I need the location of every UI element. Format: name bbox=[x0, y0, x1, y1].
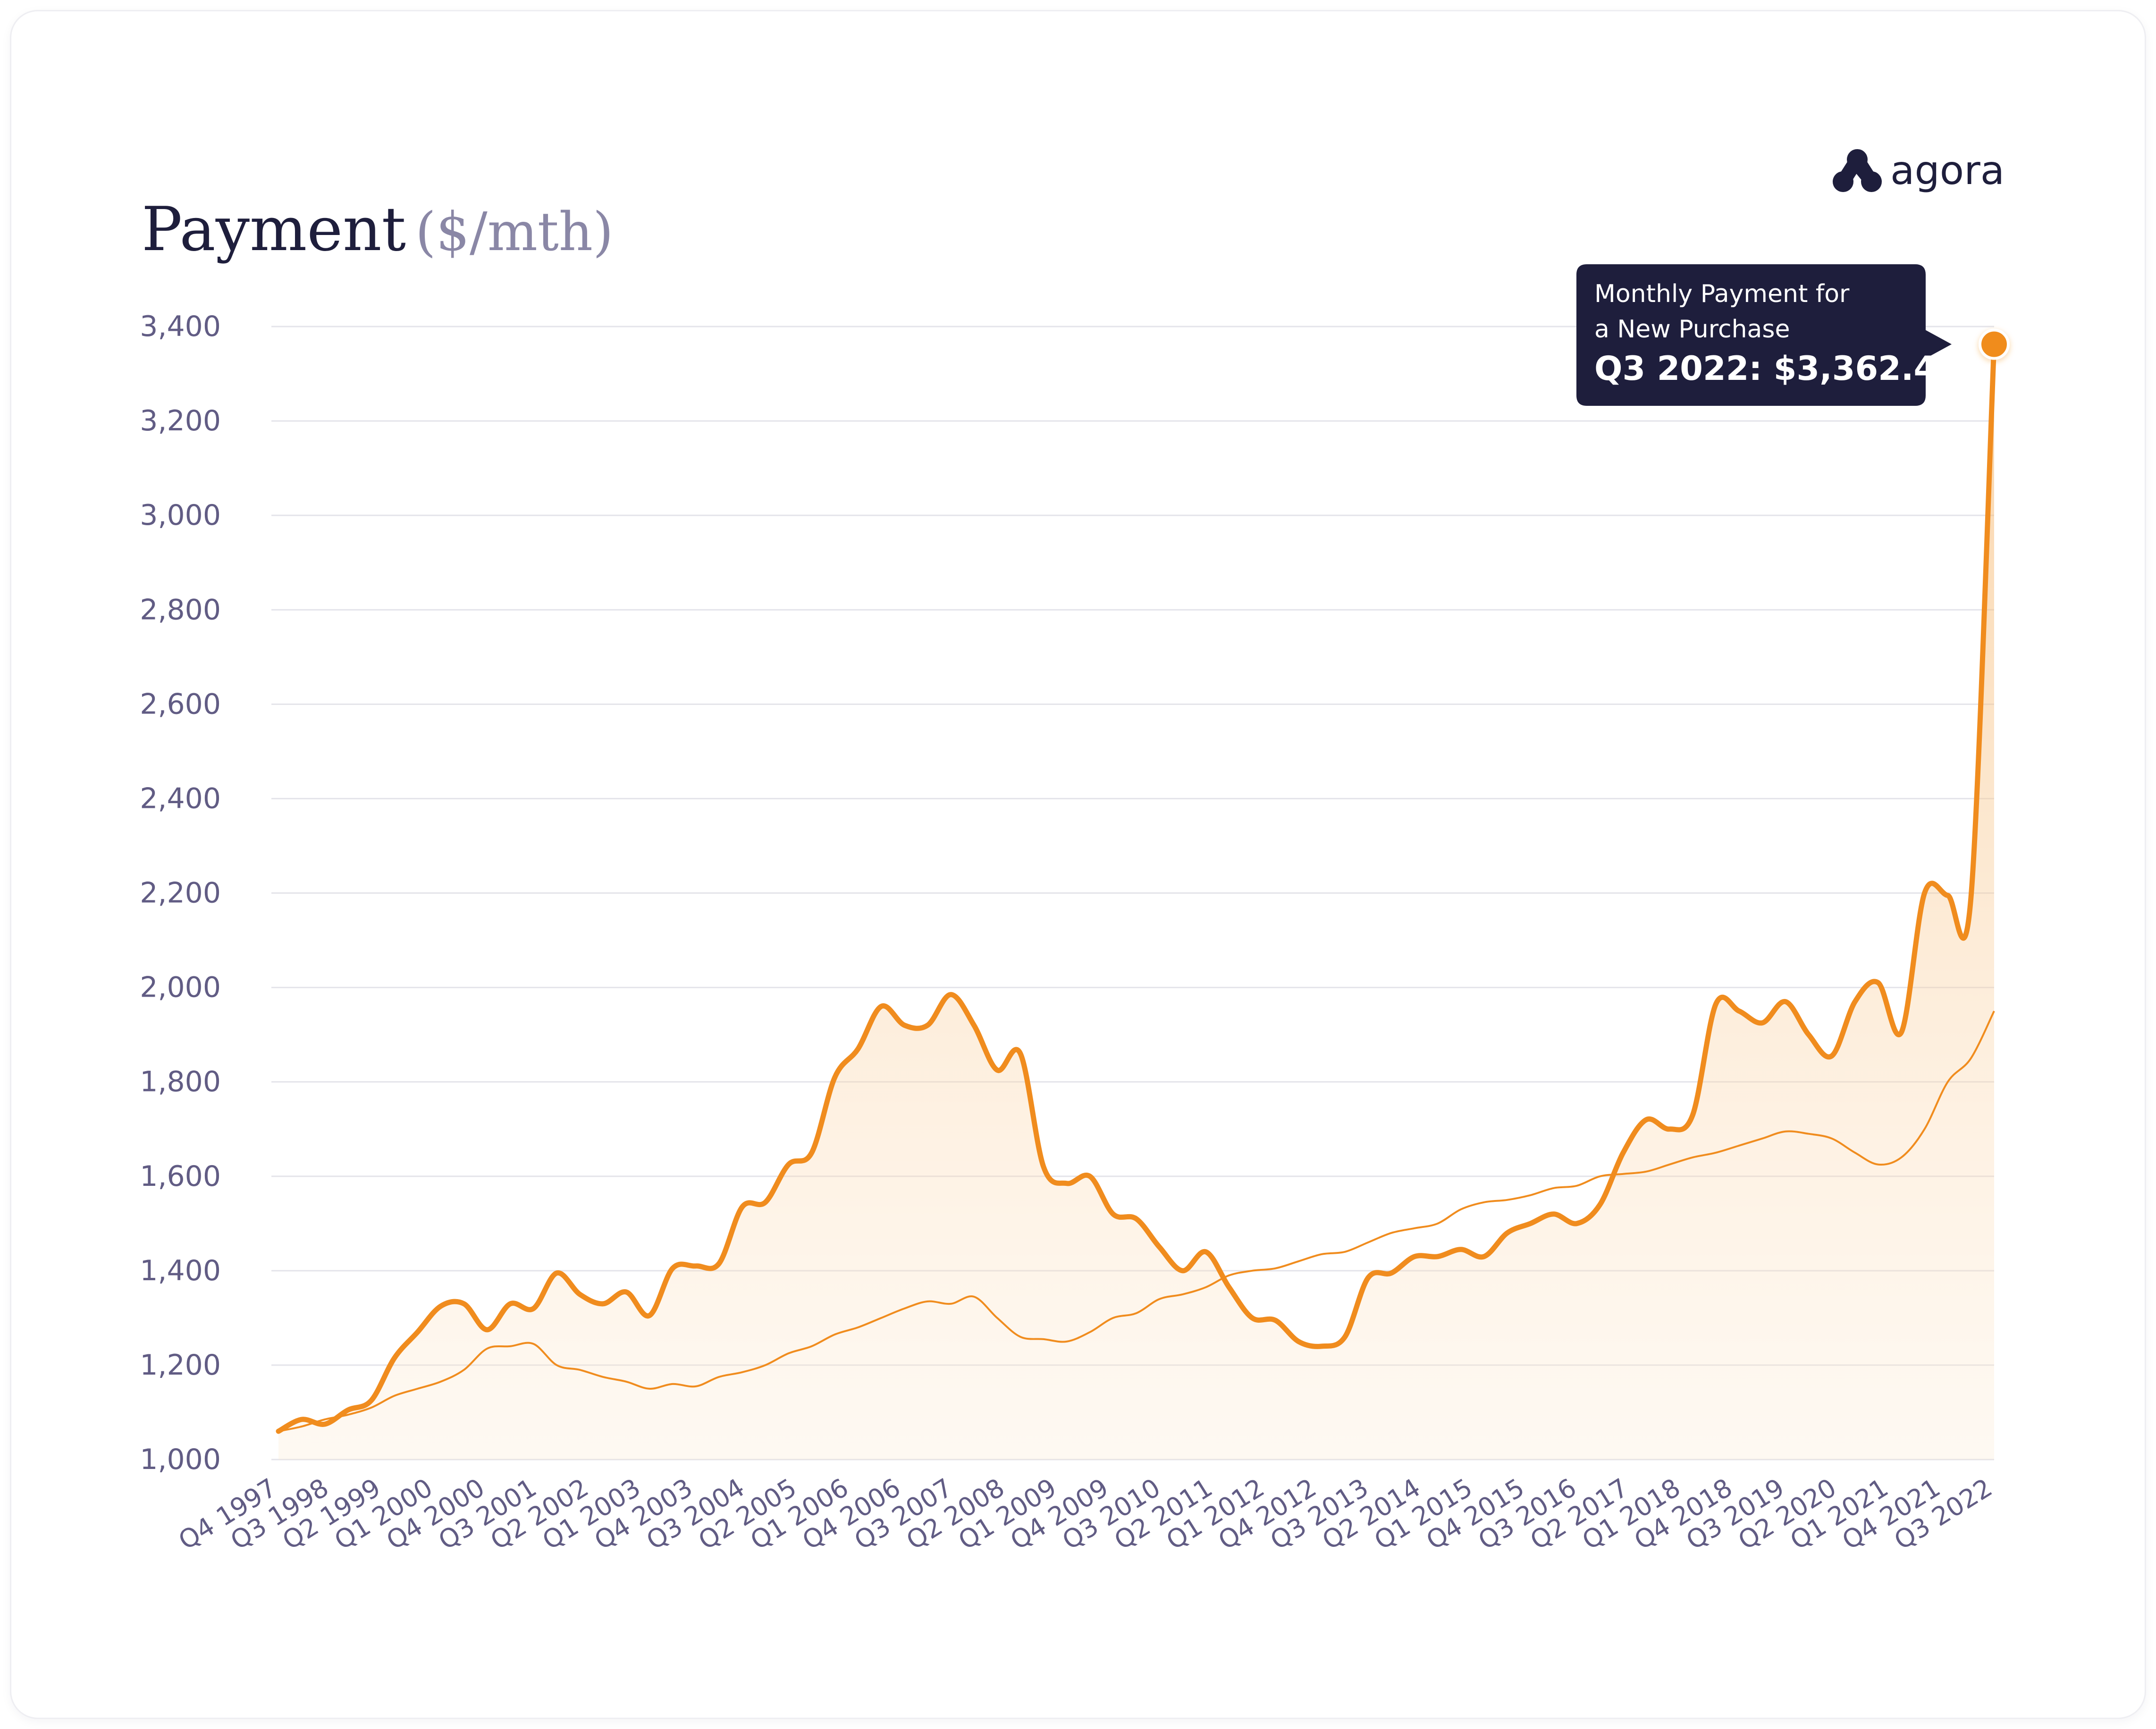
series-line-thin bbox=[278, 1010, 1995, 1432]
brand-name: agora bbox=[1890, 147, 2004, 193]
y-tick-label: 3,000 bbox=[140, 499, 221, 532]
series-line-bold bbox=[276, 342, 1997, 1434]
y-tick-label: 1,600 bbox=[140, 1160, 221, 1193]
y-tick-label: 2,800 bbox=[140, 593, 221, 626]
y-tick-label: 1,000 bbox=[140, 1443, 221, 1476]
tooltip-line-2: a New Purchase bbox=[1594, 315, 1790, 344]
y-tick-label: 1,400 bbox=[140, 1254, 221, 1287]
agora-logo-icon bbox=[1833, 149, 1882, 192]
y-tick-label: 3,400 bbox=[140, 310, 221, 343]
y-tick-label: 2,000 bbox=[140, 971, 221, 1004]
tooltip-box bbox=[1576, 264, 1952, 406]
highlight-point[interactable] bbox=[1979, 328, 2010, 360]
chart-title: Payment bbox=[142, 194, 406, 265]
y-tick-label: 1,800 bbox=[140, 1066, 221, 1099]
tooltip: Monthly Payment for a New Purchase Q3 20… bbox=[1576, 264, 1960, 406]
brand-logo: agora bbox=[1833, 147, 2004, 193]
tooltip-line-1: Monthly Payment for bbox=[1594, 280, 1850, 308]
y-tick-label: 2,600 bbox=[140, 688, 221, 721]
y-tick-label: 1,200 bbox=[140, 1349, 221, 1382]
tooltip-value: Q3 2022: $3,362.46 bbox=[1594, 349, 1960, 388]
y-tick-label: 2,200 bbox=[140, 877, 221, 910]
series-area-fill bbox=[278, 344, 1994, 1460]
series-lines bbox=[276, 342, 1997, 1434]
chart-unit: ($/mth) bbox=[415, 201, 614, 263]
series-area bbox=[278, 344, 1994, 1460]
y-tick-label: 2,400 bbox=[140, 782, 221, 815]
y-axis: 1,000 1,200 1,400 1,600 1,800 2,000 2,200 2,400… bbox=[140, 310, 221, 1476]
y-tick-label: 3,200 bbox=[140, 404, 221, 437]
